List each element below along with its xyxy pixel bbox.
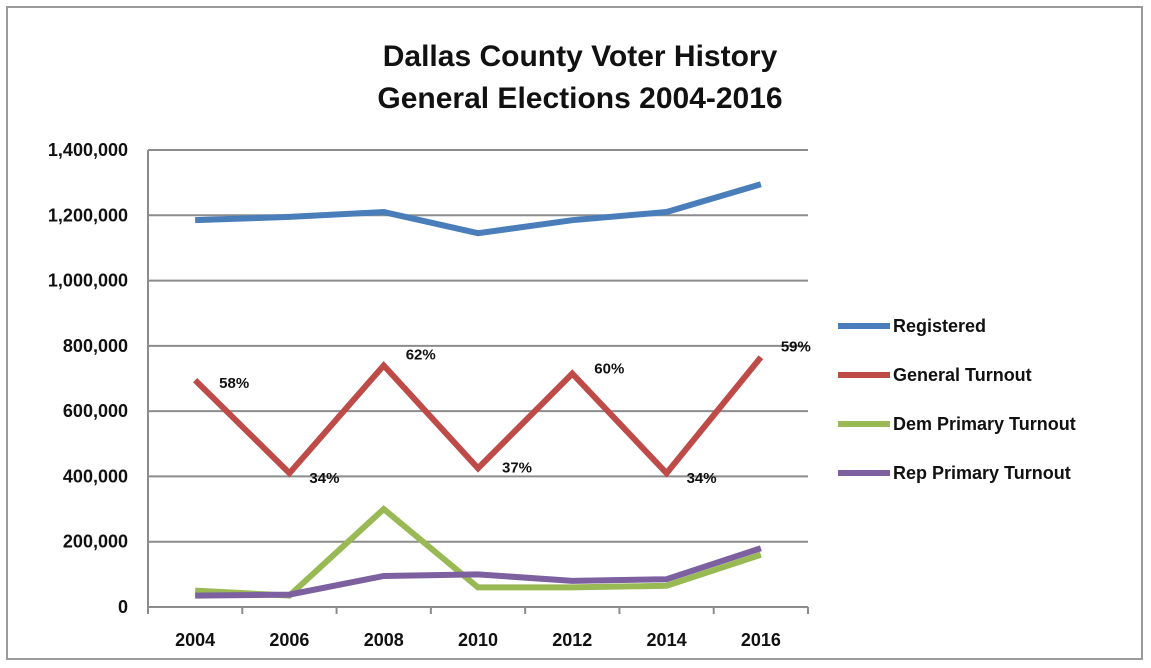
legend-entry: Dem Primary Turnout [893,414,1076,434]
y-tick-label: 1,200,000 [48,205,128,225]
series-line-registered [195,181,762,237]
y-tick-label: 0 [118,597,128,617]
data-label: 62% [406,346,436,363]
x-tick-label: 2016 [741,630,781,650]
x-tick-label: 2006 [269,630,309,650]
chart-title-line-1: Dallas County Voter History [383,40,778,73]
data-label: 37% [502,459,532,476]
legend-entry: Rep Primary Turnout [893,463,1071,483]
y-tick-label: 600,000 [63,401,128,421]
data-label: 34% [309,470,339,487]
data-label: 34% [687,470,717,487]
series-line-general-turnout [193,355,764,478]
x-tick-label: 2004 [175,630,215,650]
data-label: 59% [781,338,811,355]
y-tick-label: 400,000 [63,466,128,486]
legend-entry: Registered [893,316,986,336]
legend-entry: General Turnout [893,365,1032,385]
x-tick-label: 2014 [647,630,687,650]
x-tick-label: 2008 [364,630,404,650]
series-line-dem-primary-turnout [194,505,762,599]
y-tick-label: 1,400,000 [48,140,128,160]
x-tick-label: 2012 [552,630,592,650]
chart-frame [6,6,1143,660]
y-tick-label: 1,000,000 [48,271,128,291]
data-label: 58% [219,375,249,392]
chart-title-line-2: General Elections 2004-2016 [377,82,782,115]
x-tick-label: 2010 [458,630,498,650]
data-label: 60% [594,361,624,378]
y-tick-label: 800,000 [63,336,128,356]
y-tick-label: 200,000 [63,532,128,552]
